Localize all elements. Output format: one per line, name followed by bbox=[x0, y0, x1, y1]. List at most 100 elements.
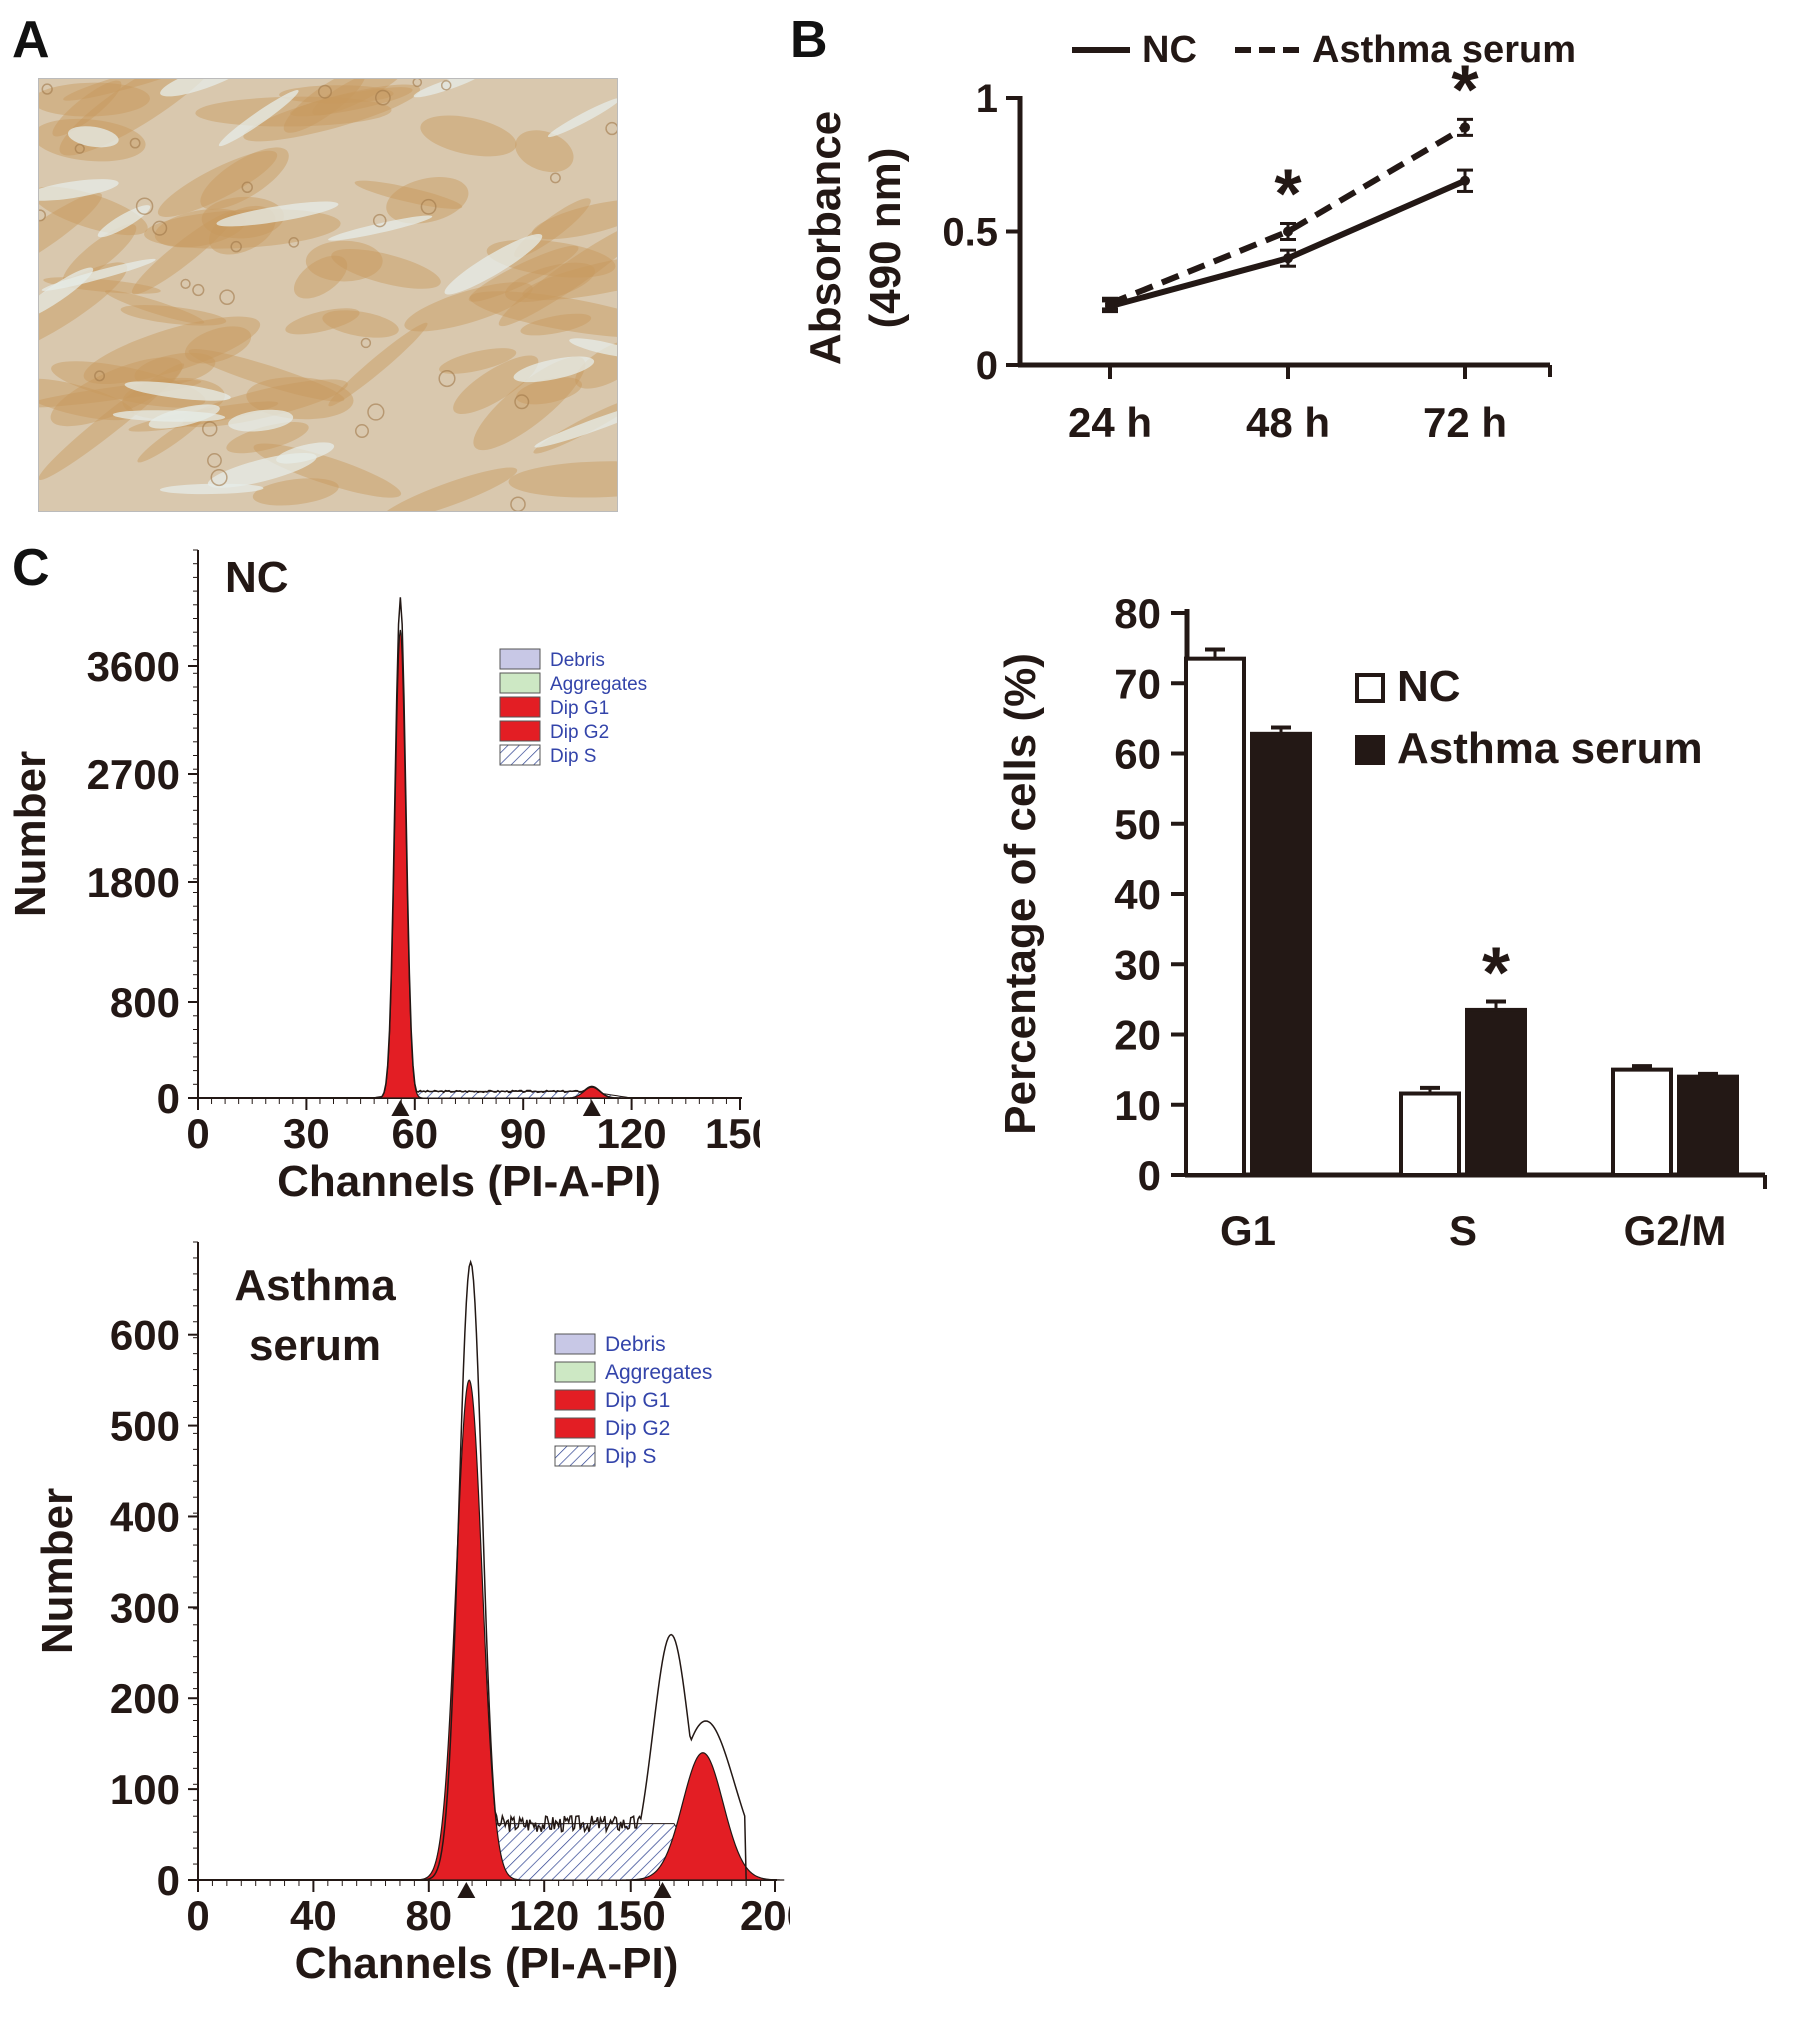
y-axis-label: Percentage of cells (%) bbox=[996, 653, 1045, 1135]
micrograph-cell bbox=[468, 245, 579, 302]
micrograph-nucleus bbox=[74, 143, 85, 154]
x-tick-label: 0 bbox=[186, 1892, 209, 1939]
micrograph-gap bbox=[569, 338, 617, 358]
micrograph-gap bbox=[534, 400, 617, 448]
data-point bbox=[1283, 226, 1293, 237]
legend-label: Aggregates bbox=[550, 674, 647, 695]
x-tick-label: 150 bbox=[596, 1892, 666, 1939]
micrograph-cell bbox=[331, 248, 441, 289]
legend-swatch bbox=[499, 744, 541, 766]
legend-label: Dip G2 bbox=[550, 722, 609, 743]
legend-label: Dip G1 bbox=[605, 1389, 670, 1412]
legend-swatch bbox=[499, 672, 541, 694]
micrograph-cell bbox=[439, 348, 517, 374]
bar-nc bbox=[1611, 1067, 1673, 1177]
peak-marker-icon bbox=[582, 1100, 601, 1116]
micrograph-cell bbox=[312, 79, 407, 116]
micrograph-nucleus bbox=[438, 370, 456, 388]
inset-title: serum bbox=[249, 1321, 381, 1370]
legend-swatch-asthma bbox=[1355, 735, 1385, 765]
micrograph-cell bbox=[469, 291, 617, 338]
x-tick-label: G1 bbox=[1220, 1207, 1276, 1254]
micrograph-cell bbox=[131, 210, 236, 295]
y-tick-label: 1800 bbox=[87, 859, 180, 906]
micrograph-nucleus bbox=[510, 496, 526, 511]
series-line-asthma bbox=[1108, 124, 1467, 307]
micrograph-cell bbox=[515, 130, 574, 173]
micrograph-gap bbox=[160, 79, 246, 97]
y-tick-label: 500 bbox=[110, 1403, 180, 1450]
micrograph-cell bbox=[137, 413, 207, 463]
micrograph-nucleus bbox=[514, 394, 530, 410]
micrograph-nucleus bbox=[192, 283, 205, 297]
micrograph-cell bbox=[575, 338, 617, 389]
legend-label: Dip S bbox=[550, 746, 596, 767]
significance-mark: * bbox=[1274, 154, 1302, 232]
micrograph-cell bbox=[157, 150, 278, 217]
micrograph-nucleus bbox=[152, 220, 168, 236]
micrograph-cell bbox=[200, 147, 289, 210]
micrograph-cell bbox=[226, 422, 309, 454]
legend-label-asthma: Asthma serum bbox=[1397, 724, 1703, 773]
y-tick-label: 80 bbox=[1114, 590, 1161, 637]
micrograph-cell bbox=[154, 208, 246, 248]
dip-g2-peak bbox=[621, 1752, 785, 1881]
bar-nc bbox=[1399, 1091, 1461, 1178]
micrograph-cell bbox=[105, 290, 205, 324]
micrograph-nucleus bbox=[180, 278, 191, 289]
x-tick-label: 48 h bbox=[1246, 399, 1330, 446]
micrograph-nucleus bbox=[207, 453, 222, 468]
micrograph-cell bbox=[50, 357, 183, 427]
data-point bbox=[1460, 122, 1470, 133]
micrograph-nucleus bbox=[210, 468, 228, 487]
micrograph-gap bbox=[39, 179, 119, 201]
inset-title: NC bbox=[225, 553, 289, 602]
micrograph-cell bbox=[184, 326, 252, 364]
peak-marker-icon bbox=[391, 1100, 410, 1116]
y-axis-label: Number bbox=[33, 1488, 82, 1654]
micrograph-cell bbox=[305, 240, 383, 282]
y-tick-label: 10 bbox=[1114, 1082, 1161, 1129]
micrograph-cell bbox=[83, 316, 261, 385]
y-tick-label: 100 bbox=[110, 1766, 180, 1813]
micrograph-cell bbox=[328, 322, 428, 407]
panel-label-c: C bbox=[12, 539, 50, 597]
legend-swatch bbox=[499, 720, 541, 742]
micrograph-gap bbox=[413, 79, 482, 98]
x-tick-label: G2/M bbox=[1624, 1207, 1727, 1254]
peak-marker-icon bbox=[457, 1882, 476, 1898]
micrograph-nucleus bbox=[374, 89, 391, 106]
nc-histogram: 0 30 60 90 120 150 0 800 1800 2700 3600 Channels (P… bbox=[6, 549, 760, 1206]
dip-g1-peak bbox=[378, 629, 423, 1099]
y-tick-label: 40 bbox=[1114, 871, 1161, 918]
micrograph-cell bbox=[63, 79, 206, 101]
y-tick-label: 200 bbox=[110, 1675, 180, 1722]
micrograph-gap bbox=[218, 90, 299, 147]
micrograph-cell bbox=[354, 180, 463, 209]
micrograph-nucleus bbox=[605, 121, 617, 136]
y-tick-label: 600 bbox=[110, 1312, 180, 1359]
micrograph-cell bbox=[420, 115, 517, 157]
micrograph-cell bbox=[39, 82, 150, 117]
micrograph-image bbox=[38, 78, 618, 512]
bar-asthma bbox=[1250, 731, 1312, 1178]
raw-data-outline bbox=[324, 597, 724, 1099]
micrograph-gap bbox=[328, 215, 433, 241]
bar-asthma bbox=[1465, 1007, 1527, 1177]
legend-label-nc: NC bbox=[1142, 29, 1197, 71]
inset-title: Asthma bbox=[234, 1261, 396, 1310]
x-tick-label: 120 bbox=[597, 1110, 667, 1157]
micrograph-cell bbox=[522, 252, 617, 301]
y-tick-label: 0 bbox=[1138, 1152, 1161, 1199]
y-tick-label: 1 bbox=[976, 77, 998, 121]
x-tick-label: 72 h bbox=[1423, 399, 1507, 446]
micrograph-gap bbox=[216, 201, 339, 227]
legend-swatch bbox=[554, 1361, 596, 1383]
micrograph-nucleus bbox=[288, 237, 300, 248]
micrograph-gap bbox=[513, 356, 595, 383]
cell-cycle-bar-chart: 0 10 20 30 40 50 60 70 80 Percentage of cells (%)… bbox=[996, 590, 1767, 1254]
legend-label: Debris bbox=[605, 1333, 666, 1356]
micrograph-gap bbox=[97, 205, 151, 238]
x-tick-label: 80 bbox=[405, 1892, 452, 1939]
micrograph-cell bbox=[380, 467, 518, 511]
